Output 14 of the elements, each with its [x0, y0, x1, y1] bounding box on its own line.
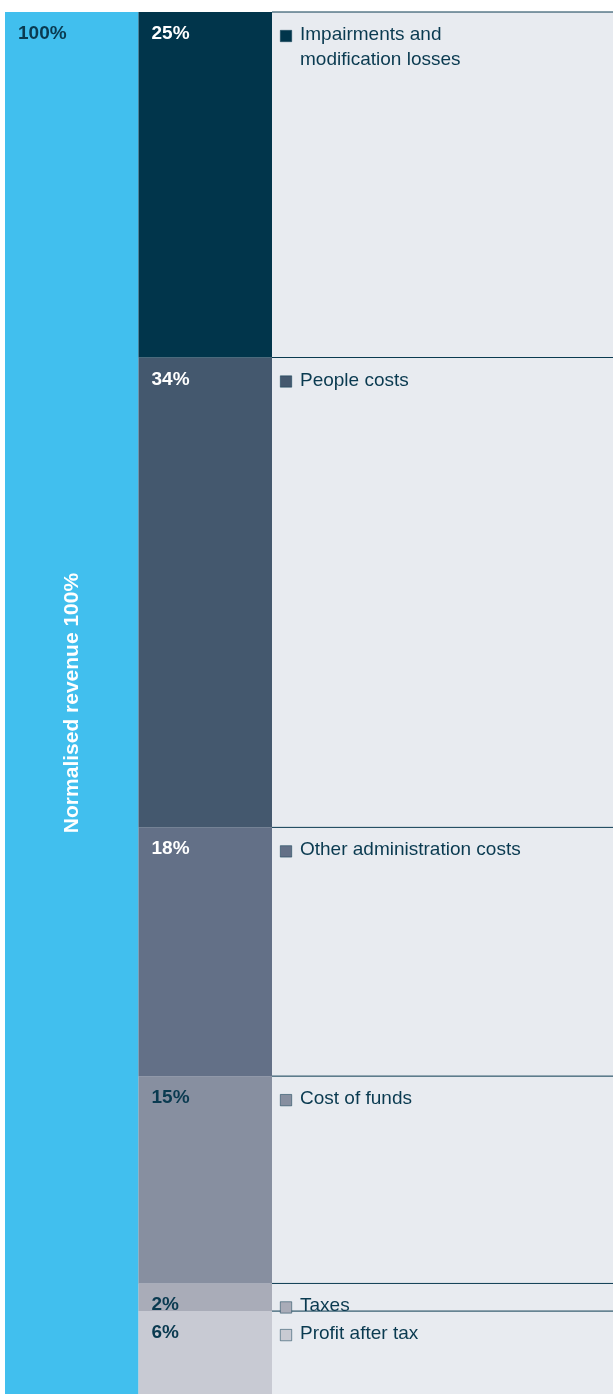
- data-label: 6%: [151, 1321, 180, 1343]
- legend-label: Cost of funds: [300, 1087, 412, 1109]
- data-label: 25%: [151, 22, 190, 43]
- legend-label: Other administration costs: [300, 838, 521, 860]
- legend-label: Taxes: [300, 1294, 350, 1316]
- data-label: 2%: [151, 1293, 180, 1315]
- data-label: 18%: [151, 837, 190, 859]
- legend-label: Profit after tax: [300, 1322, 419, 1344]
- data-label: 15%: [151, 1086, 190, 1108]
- series-label: Normalised revenue 100%: [58, 572, 82, 834]
- data-label: 100%: [18, 22, 67, 43]
- data-label: 34%: [151, 367, 190, 389]
- legend-label: People costs: [300, 368, 409, 390]
- legend-label: Impairments and modification losses: [300, 23, 461, 69]
